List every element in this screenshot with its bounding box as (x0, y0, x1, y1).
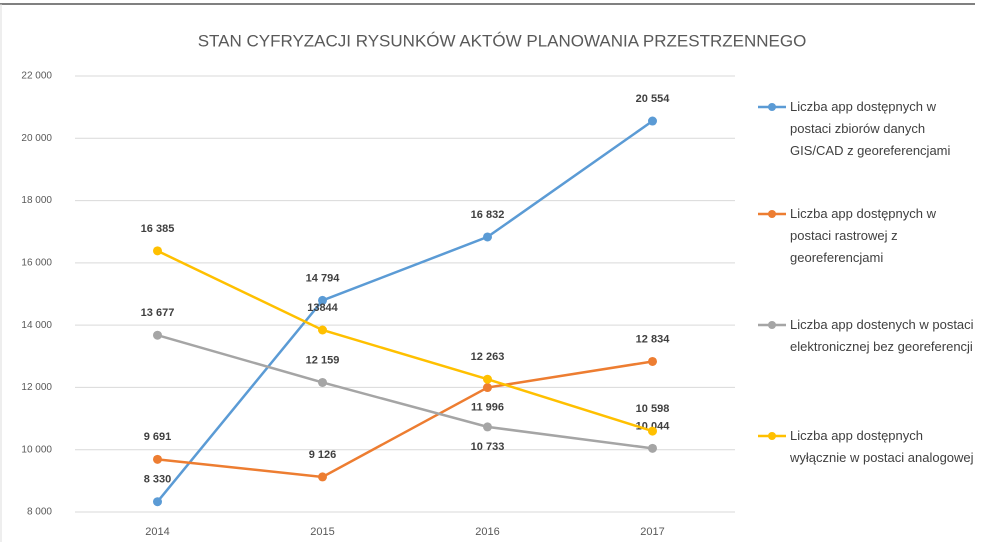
y-tick-label: 12 000 (21, 382, 52, 393)
data-label: 14 794 (306, 272, 341, 284)
data-label: 9 126 (309, 449, 337, 461)
point (153, 246, 162, 256)
point (318, 325, 327, 335)
y-tick-label: 22 000 (21, 71, 52, 82)
series-line (157, 360, 653, 479)
x-tick-label: 2015 (310, 526, 334, 538)
legend-marker (768, 103, 776, 111)
point (648, 443, 657, 453)
legend-marker (768, 210, 776, 218)
legend-label: Liczba app dostępnych w postaci rastrowe… (790, 206, 936, 265)
series-line (157, 334, 653, 450)
y-tick-label: 16 000 (21, 257, 52, 268)
point (483, 232, 492, 242)
data-label: 16 385 (141, 223, 175, 235)
point (648, 356, 657, 366)
data-label: 12 263 (471, 351, 505, 363)
x-tick-label: 2017 (640, 526, 664, 538)
data-label: 12 834 (636, 333, 671, 345)
legend-label: Liczba app dostępnych w postaci zbiorów … (790, 99, 951, 158)
series-line (156, 249, 653, 433)
point (153, 497, 162, 507)
chart-title: STAN CYFRYZACJI RYSUNKÓW AKTÓW PLANOWANI… (198, 31, 807, 50)
y-tick-label: 10 000 (21, 444, 52, 455)
point (483, 374, 492, 384)
point (153, 330, 162, 340)
point (318, 377, 327, 387)
data-label: 13844 (307, 302, 338, 314)
data-label: 9 691 (144, 431, 172, 443)
legend-label: Liczba app dostenych w postaci elektroni… (790, 317, 974, 354)
series-line (156, 120, 654, 503)
y-tick-label: 8 000 (27, 507, 52, 518)
point (648, 426, 657, 436)
x-tick-label: 2014 (145, 526, 169, 538)
point (318, 472, 327, 482)
point (318, 295, 327, 305)
data-label: 16 832 (471, 209, 505, 221)
data-label: 11 996 (471, 401, 504, 413)
legend-marker (768, 321, 776, 329)
data-label: 20 554 (636, 93, 671, 105)
y-tick-label: 18 000 (21, 195, 52, 206)
data-label: 10 598 (636, 403, 670, 415)
data-label: 13 677 (141, 307, 175, 319)
x-tick-label: 2016 (475, 526, 499, 538)
point (153, 454, 162, 464)
data-label: 10 733 (471, 441, 505, 453)
point (483, 383, 492, 393)
point (648, 116, 657, 126)
point (483, 422, 492, 432)
legend-label: Liczba app dostępnych wyłącznie w postac… (790, 428, 974, 465)
y-tick-label: 14 000 (21, 320, 52, 331)
legend-marker (768, 432, 776, 440)
y-tick-label: 20 000 (21, 133, 52, 144)
data-label: 8 330 (144, 474, 172, 486)
data-label: 12 159 (306, 354, 340, 366)
